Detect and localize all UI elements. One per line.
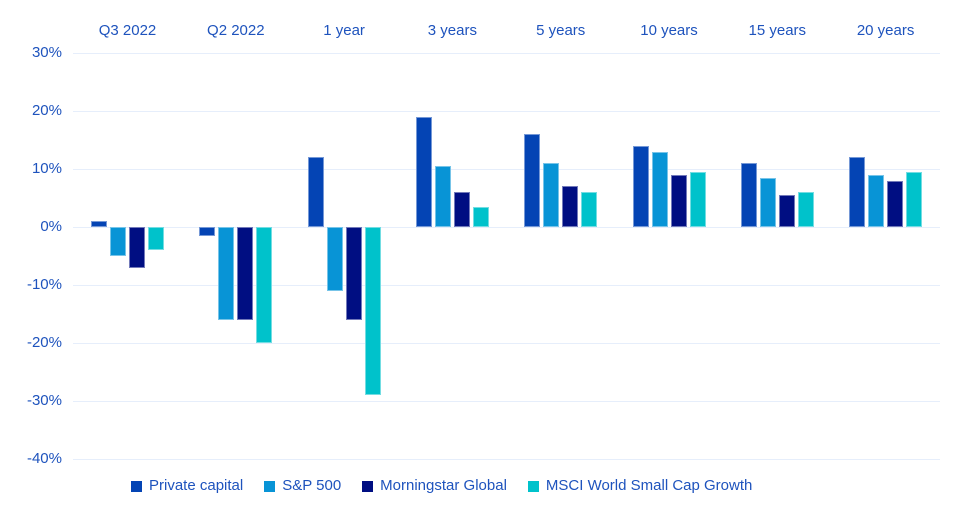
legend-item: Morningstar Global xyxy=(362,477,507,495)
category-label: Q2 2022 xyxy=(207,22,265,39)
bar xyxy=(887,180,904,227)
category-label: 15 years xyxy=(748,22,807,39)
legend-item: MSCI World Small Cap Growth xyxy=(527,477,753,495)
bar xyxy=(651,151,668,227)
bar xyxy=(237,227,254,320)
y-tick-label: 20% xyxy=(31,102,62,119)
gridline xyxy=(73,111,940,112)
legend-label: S&P 500 xyxy=(282,477,342,494)
category-label: 1 year xyxy=(323,22,365,39)
bar xyxy=(472,206,489,227)
bar xyxy=(759,177,776,227)
bar xyxy=(868,174,885,227)
gridline xyxy=(73,285,940,286)
bar xyxy=(740,163,757,227)
gridline xyxy=(73,169,940,170)
legend-label: Morningstar Global xyxy=(380,477,507,494)
bar xyxy=(670,174,687,227)
y-tick-label: -20% xyxy=(26,334,62,351)
gridline xyxy=(73,401,940,402)
legend-swatch xyxy=(527,480,539,492)
bar xyxy=(218,227,235,320)
bar xyxy=(562,186,579,227)
y-tick-label: 10% xyxy=(31,160,62,177)
bar xyxy=(524,134,541,227)
bar xyxy=(689,171,706,227)
legend-label: MSCI World Small Cap Growth xyxy=(545,477,753,494)
gridline xyxy=(73,343,940,344)
y-tick-label: -30% xyxy=(26,392,62,409)
legend-label: Private capital xyxy=(149,477,244,494)
category-label: 10 years xyxy=(640,22,698,39)
bar xyxy=(148,227,164,251)
category-label: 20 years xyxy=(856,22,915,39)
legend-swatch xyxy=(362,480,374,492)
y-tick-label: 30% xyxy=(31,44,62,61)
gridline xyxy=(73,53,940,54)
bar xyxy=(110,227,126,256)
y-tick-label: 0% xyxy=(40,218,62,235)
bar xyxy=(326,227,343,291)
bar xyxy=(345,227,362,320)
y-tick-label: -40% xyxy=(26,450,62,467)
bar xyxy=(307,157,324,227)
bar xyxy=(364,227,381,396)
gridline xyxy=(73,227,940,228)
gridline xyxy=(73,459,940,460)
bar xyxy=(199,227,216,236)
bar xyxy=(543,163,560,227)
bar xyxy=(778,195,795,227)
bar xyxy=(129,227,145,268)
bar xyxy=(797,192,814,227)
bar xyxy=(256,227,273,343)
bar xyxy=(434,166,451,227)
bar xyxy=(632,145,649,227)
legend-item: S&P 500 xyxy=(264,477,341,495)
chart-legend: Private capital S&P 500 Morningstar Global… xyxy=(131,477,752,495)
bar xyxy=(906,171,923,227)
category-label: 3 years xyxy=(427,22,477,39)
bar xyxy=(453,192,470,227)
legend-swatch xyxy=(131,480,142,492)
legend-item: Private capital xyxy=(131,477,243,495)
bar xyxy=(849,157,866,227)
legend-swatch xyxy=(264,480,276,492)
bar xyxy=(581,192,598,227)
category-label: Q3 2022 xyxy=(98,22,157,39)
bar xyxy=(415,116,432,227)
bar xyxy=(91,221,107,227)
y-tick-label: -10% xyxy=(26,276,62,293)
category-label: 5 years xyxy=(536,22,586,39)
